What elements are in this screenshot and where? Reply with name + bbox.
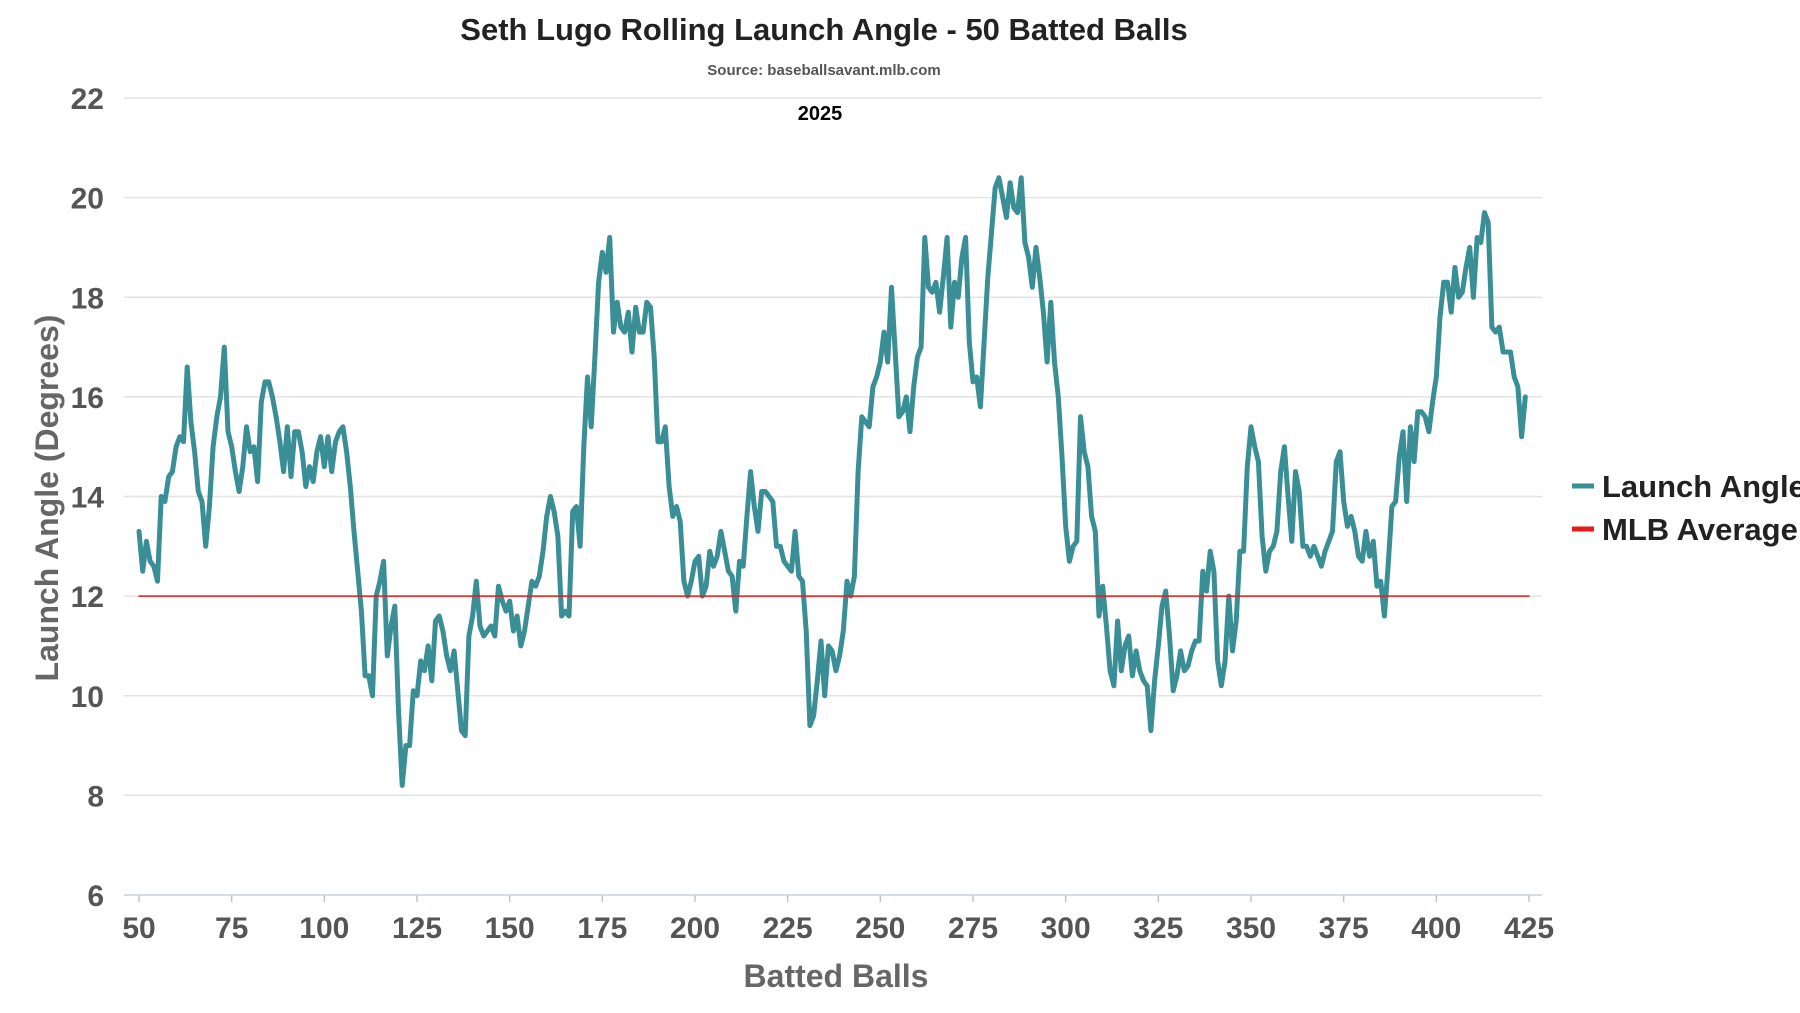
- y-tick-label: 8: [87, 780, 104, 813]
- x-tick-label: 425: [1504, 912, 1554, 945]
- x-tick-label: 300: [1041, 912, 1091, 945]
- y-tick-label: 16: [71, 382, 104, 415]
- x-tick-label: 325: [1133, 912, 1183, 945]
- x-tick-label: 75: [215, 912, 248, 945]
- chart-subtitle: Source: baseballsavant.mlb.com: [707, 62, 940, 79]
- y-tick-label: 12: [71, 581, 104, 614]
- y-tick-label: 10: [71, 681, 104, 714]
- x-tick-label: 175: [577, 912, 627, 945]
- x-tick-label: 400: [1411, 912, 1461, 945]
- y-tick-label: 18: [71, 282, 104, 315]
- x-tick-label: 250: [855, 912, 905, 945]
- y-axis-label: Launch Angle (Degrees): [29, 315, 65, 682]
- chart-title: Seth Lugo Rolling Launch Angle - 50 Batt…: [460, 12, 1187, 47]
- y-tick-label: 14: [71, 482, 105, 515]
- legend: Launch Angle MLB Average: [1572, 469, 1800, 547]
- x-axis-label: Batted Balls: [744, 958, 929, 994]
- x-tick-label: 350: [1226, 912, 1276, 945]
- legend-label: Launch Angle: [1602, 469, 1800, 504]
- x-tick-label: 375: [1319, 912, 1369, 945]
- x-tick-label: 150: [485, 912, 535, 945]
- launch-angle-line: [136, 175, 1528, 788]
- x-axis-ticks: 50 75 100 125 150 175 200 225 250 275 300 325 350 375…: [122, 895, 1554, 945]
- x-tick-label: 50: [122, 912, 155, 945]
- x-tick-label: 200: [670, 912, 720, 945]
- x-tick-label: 125: [392, 912, 442, 945]
- x-tick-label: 100: [299, 912, 349, 945]
- series-group: [136, 175, 1530, 788]
- y-tick-label: 6: [87, 880, 104, 913]
- year-annotation: 2025: [798, 103, 843, 125]
- y-tick-label: 22: [71, 83, 104, 116]
- x-tick-label: 275: [948, 912, 998, 945]
- y-tick-label: 20: [71, 183, 104, 216]
- y-axis-ticks: 6 8 10 12 14 16 18 20 22: [71, 83, 105, 913]
- legend-label: MLB Average: [1602, 512, 1798, 547]
- x-tick-label: 225: [763, 912, 813, 945]
